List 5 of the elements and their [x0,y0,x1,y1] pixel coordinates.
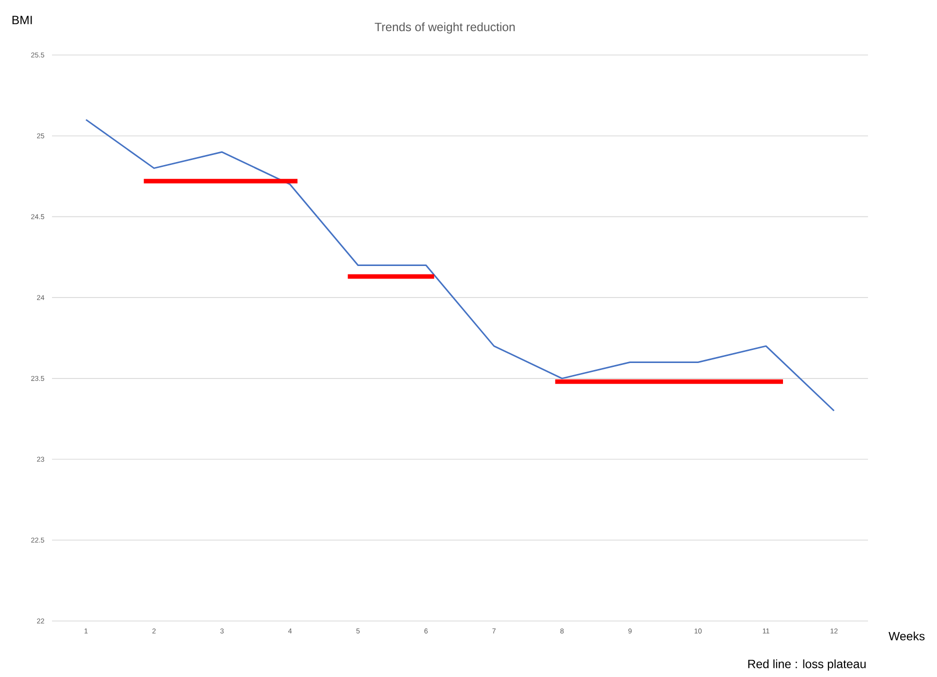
x-axis-title: Weeks [888,632,925,640]
line-series [85,118,835,412]
chart-title: Trends of weight reduction [374,22,515,34]
y-axis-title: BMI [12,16,32,24]
text: Red line : loss plateau [748,659,866,671]
